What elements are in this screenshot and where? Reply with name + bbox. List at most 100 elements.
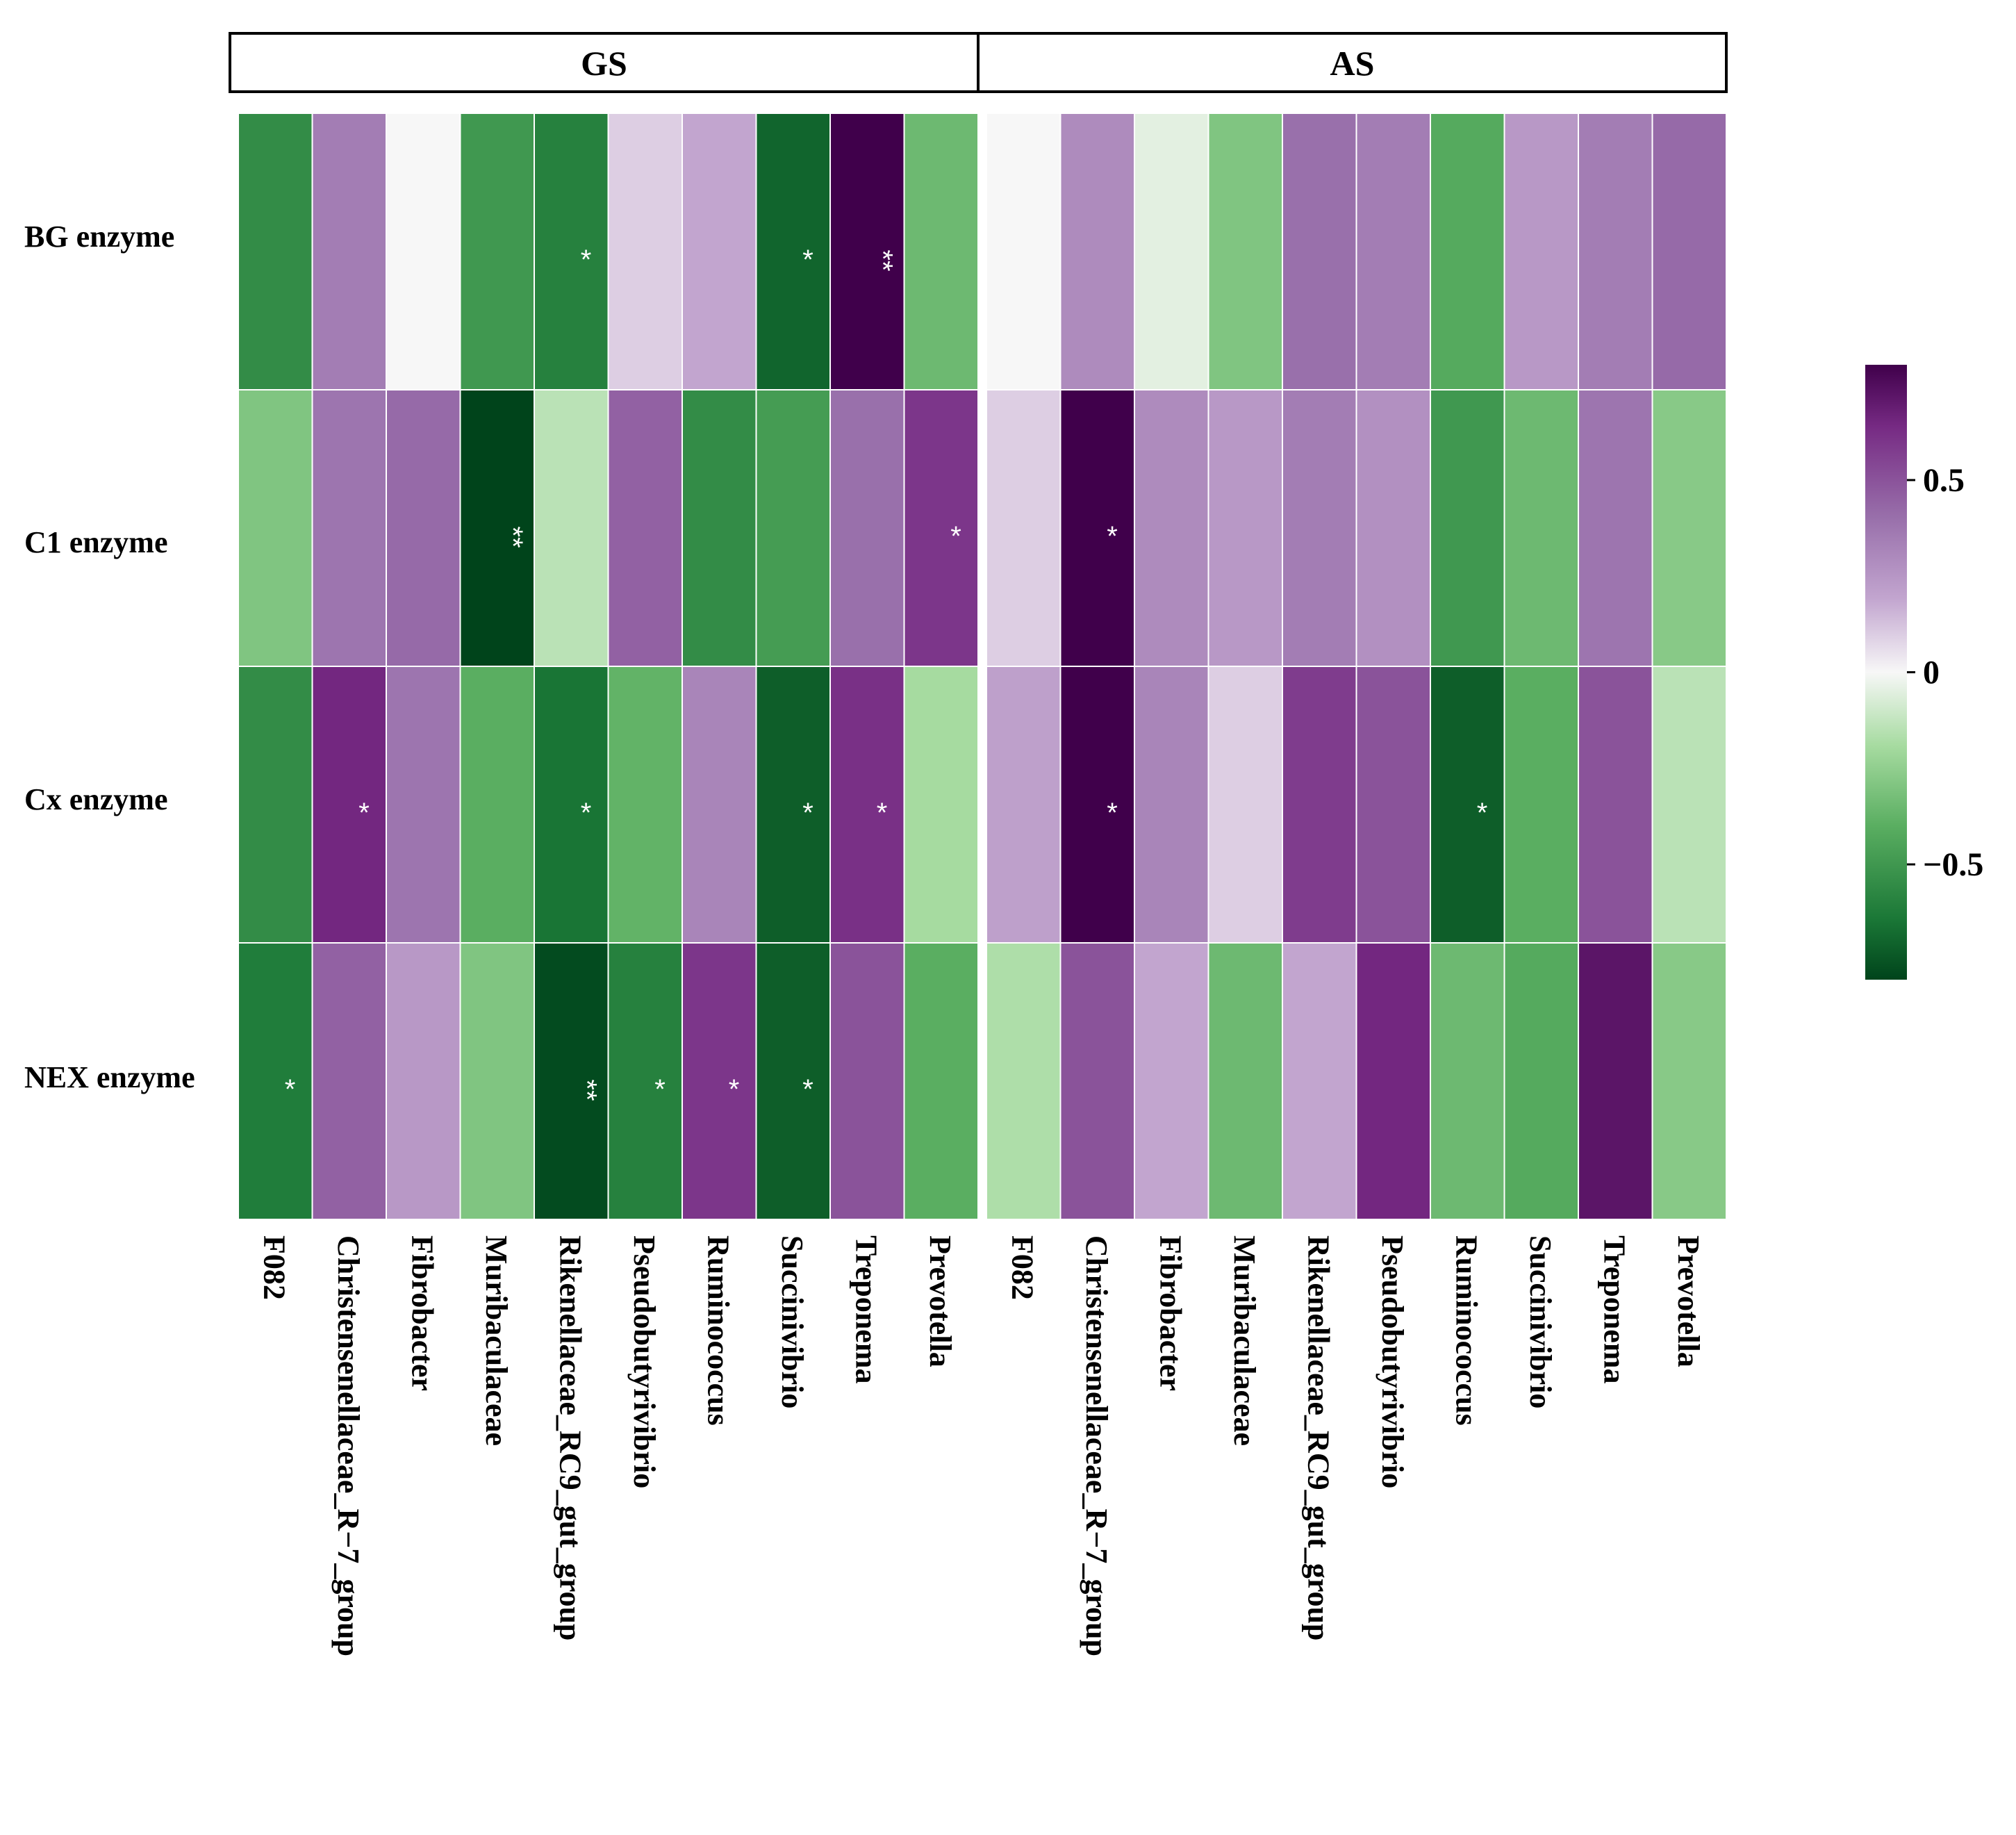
significance-mark: * [285,1074,296,1105]
heatmap-cell [1207,389,1283,667]
heatmap-cell [1503,113,1579,390]
heatmap-cell [1134,389,1209,667]
heatmap-cell [1207,113,1283,390]
heatmap-cell [311,666,387,944]
heatmap-cell [1282,942,1357,1220]
heatmap-cell [1503,389,1579,667]
heatmap-cell [829,113,905,390]
significance-mark: * [802,245,813,275]
heatmap-cell [1651,666,1727,944]
heatmap-cell [1355,666,1431,944]
heatmap-cell [1430,389,1505,667]
column-label: Rikenellaceae_RC9_gut_group [553,1235,587,1640]
heatmap-cell [986,942,1061,1220]
heatmap-cell [986,389,1061,667]
heatmap-cell [1355,389,1431,667]
colorbar-tick-label: 0 [1923,655,1940,691]
heatmap-cell [459,942,535,1220]
significance-mark: ** [572,1079,602,1101]
heatmap-cell [1207,942,1283,1220]
column-label: Ruminococcus [701,1235,735,1426]
significance-mark: * [581,245,592,275]
heatmap-cell [1651,942,1727,1220]
heatmap-cell [903,113,979,390]
panel-gs: GS* * **** ** * * ** ** * * *F082 Christensenellace… [229,32,980,1656]
heatmap-cell [986,666,1061,944]
panel-header-label: GS [581,44,627,83]
heatmap-cell [1651,389,1727,667]
heatmap-cell [386,389,461,667]
column-label: Rikenellaceae_RC9_gut_group [1301,1235,1335,1640]
heatmap-cell [681,942,757,1220]
heatmap-cell [1651,113,1727,390]
significance-mark: * [950,521,961,552]
heatmap-cell [386,942,461,1220]
heatmap-cell [1059,666,1135,944]
significance-mark: * [877,798,888,828]
heatmap-cell [534,666,609,944]
column-label: Succinivibrio [775,1235,809,1408]
heatmap-cell [986,113,1061,390]
row-label: Cx enzyme [24,782,168,816]
heatmap-cell [1578,666,1653,944]
column-label: Muribaculaceae [1228,1235,1262,1446]
column-label: Succinivibrio [1523,1235,1558,1408]
heatmap-cell [829,389,905,667]
panel-as: AS * * * F082 Christensenellaceae_R−7_group Fi… [977,32,1728,1656]
heatmap-cell [1134,113,1209,390]
panel-header-label: AS [1330,44,1375,83]
heatmap-cell [311,389,387,667]
heatmap-cell [1134,942,1209,1220]
heatmap-cell [1134,666,1209,944]
heatmap-cell [534,113,609,390]
significance-mark: * [802,798,813,828]
heatmap-cell [386,666,461,944]
heatmap-cell [755,389,831,667]
column-label: Christensenellaceae_R−7_group [331,1235,365,1656]
colorbar-gradient [1865,365,1907,980]
heatmap-cell [607,113,683,390]
heatmap-cell [829,942,905,1220]
column-label: Pseudobutyrivibrio [1375,1235,1410,1488]
column-label: F082 [1005,1235,1039,1300]
heatmap-cell [459,113,535,390]
significance-mark: * [581,798,592,828]
panel-header-box [229,32,980,93]
row-label: NEX enzyme [24,1060,195,1094]
heatmap-cell [238,942,313,1220]
column-label: Fibrobacter [1153,1235,1187,1391]
heatmap-cell [681,113,757,390]
heatmap-cell [1430,942,1505,1220]
significance-mark: ** [497,526,528,548]
column-label: Ruminococcus [1449,1235,1483,1426]
column-label: Treponema [1597,1235,1631,1383]
significance-mark: * [729,1074,740,1105]
heatmap-cell [1059,113,1135,390]
column-label: Muribaculaceae [479,1235,513,1446]
heatmap-cell [1578,113,1653,390]
heatmap-cell [755,113,831,390]
heatmap-cell [534,389,609,667]
heatmap-cell [1503,666,1579,944]
column-label: Prevotella [923,1235,957,1367]
heatmap-cell [238,389,313,667]
heatmap-cell [238,113,313,390]
heatmap-cell [1282,113,1357,390]
significance-mark: * [1107,798,1118,828]
heatmap-cell [681,389,757,667]
heatmap-cell [681,666,757,944]
heatmap-cell [1059,942,1135,1220]
heatmap-cell [1355,113,1431,390]
heatmap-cell [903,389,979,667]
heatmap-cell [903,666,979,944]
heatmap-cell [1059,389,1135,667]
significance-mark: ** [868,249,898,271]
heatmap-cell [386,113,461,390]
significance-mark: * [802,1074,813,1105]
column-label: Prevotella [1671,1235,1705,1367]
heatmap-cell [311,942,387,1220]
heatmap-cell [1282,666,1357,944]
heatmap-cell [607,942,683,1220]
heatmap-cell [1578,389,1653,667]
